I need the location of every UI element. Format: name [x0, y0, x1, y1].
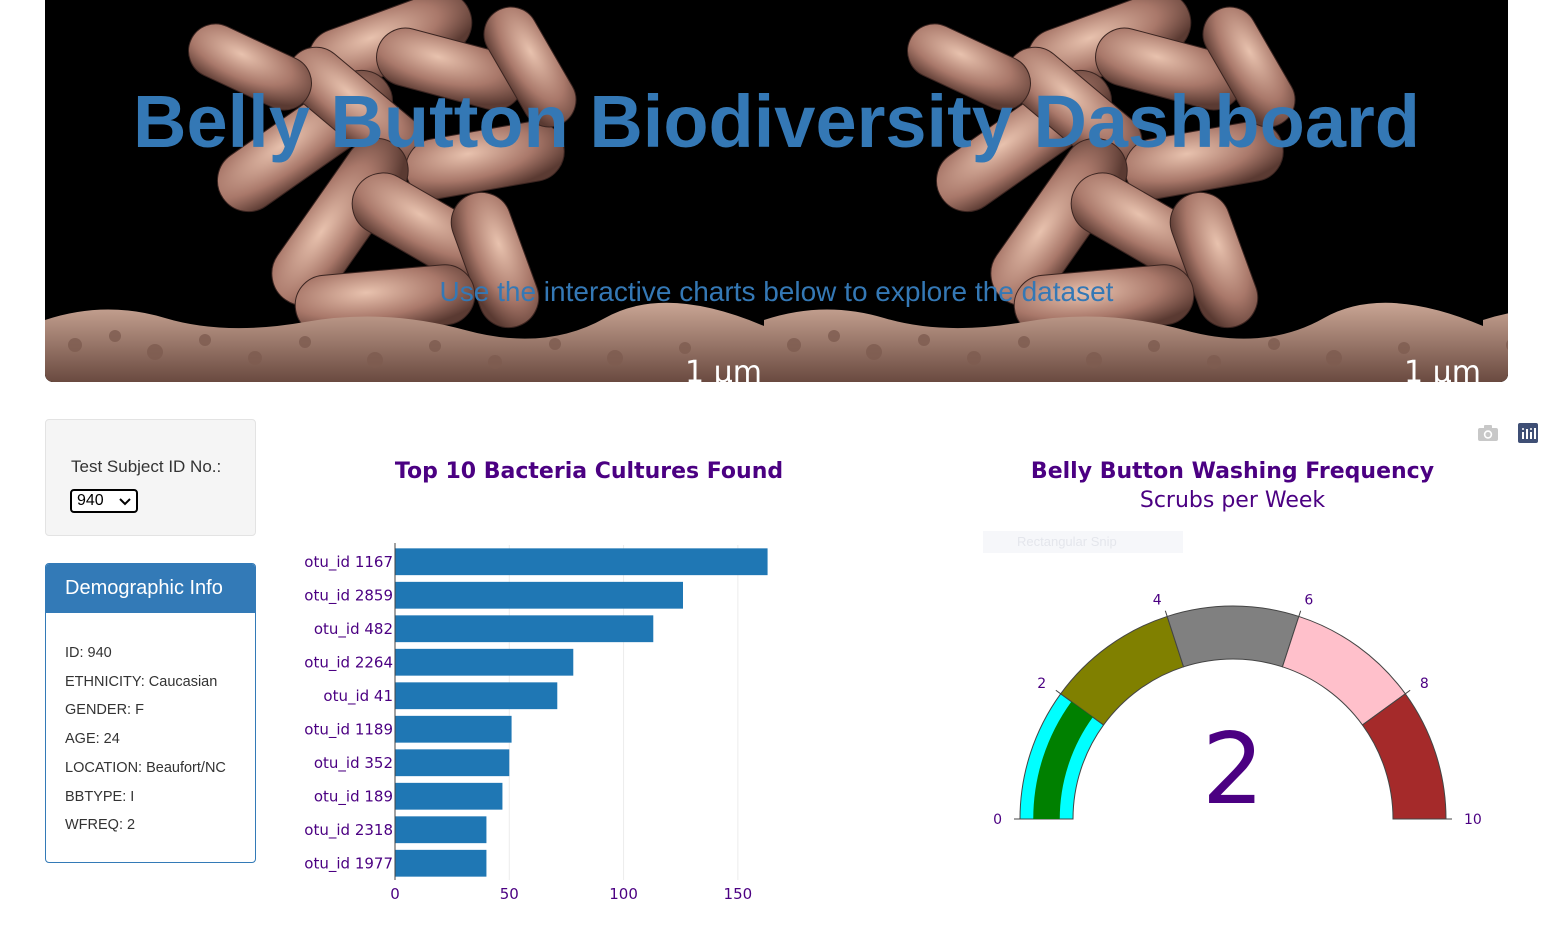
gauge-tick	[1405, 689, 1411, 695]
bacteria-background-image: 1 μm 1 μm	[45, 0, 1508, 382]
bar-otu_id-2318[interactable]	[395, 816, 487, 844]
demographic-row-id: ID: 940	[65, 645, 112, 661]
bar-chart-title: Top 10 Bacteria Cultures Found	[394, 459, 784, 484]
bar-x-tick-label: 100	[609, 885, 638, 903]
demographic-row-ethnicity: ETHNICITY: Caucasian	[65, 673, 218, 690]
gauge-tick	[1164, 610, 1168, 617]
page-title: Belly Button Biodiversity Dashboard	[133, 80, 1420, 163]
bar-category-label: otu_id 2859	[304, 586, 393, 605]
bar-x-tick-label: 50	[500, 885, 519, 903]
subject-id-label: Test Subject ID No.:	[71, 457, 222, 476]
bar-chart: otu_id 1167 otu_id 2859 otu_id 482 otu_id 2…	[304, 543, 768, 903]
gauge-chart-title: Belly Button Washing Frequency	[1030, 459, 1435, 484]
gauge-value-number: 2	[1202, 713, 1264, 827]
demographic-row-location: LOCATION: Beaufort/NC	[65, 759, 226, 776]
gauge-chart: 0 2 4 6 8 10 2	[993, 592, 1482, 828]
bar-otu_id-352[interactable]	[395, 749, 510, 777]
bar-otu_id-2264[interactable]	[395, 648, 574, 676]
camera-icon[interactable]	[1477, 423, 1499, 448]
gauge-tick-label: 0	[993, 812, 1002, 828]
bar-x-tick-label: 0	[390, 885, 400, 903]
bar-category-label: otu_id 1977	[304, 854, 393, 873]
chevron-down-icon	[118, 491, 132, 514]
demographic-info-panel: Demographic Info ID: 940 ETHNICITY: Cauc…	[45, 563, 256, 863]
bar-category-label: otu_id 352	[314, 754, 393, 773]
subject-id-selected-value: 940	[77, 492, 104, 509]
bar-category-label: otu_id 189	[314, 787, 393, 806]
page-subtitle: Use the interactive charts below to expl…	[439, 276, 1114, 307]
gauge-tick-label: 6	[1304, 592, 1313, 608]
gauge-tick-label: 4	[1153, 592, 1162, 608]
bar-otu_id-189[interactable]	[395, 782, 503, 810]
scale-label-2: 1 μm	[1404, 355, 1481, 382]
bar-category-label: otu_id 482	[314, 620, 393, 639]
gauge-tick-label: 2	[1037, 676, 1046, 692]
bar-category-label: otu_id 1167	[304, 553, 393, 572]
demographic-row-age: AGE: 24	[65, 731, 120, 748]
faded-snip-overlay: Rectangular Snip	[983, 531, 1183, 553]
plotly-logo-icon[interactable]	[1518, 423, 1538, 448]
bar-category-label: otu_id 2318	[304, 821, 393, 840]
subject-id-select[interactable]: 940	[70, 489, 138, 513]
hero-banner: 1 μm 1 μm Belly Button Biodiversity Dash…	[45, 0, 1508, 382]
demographic-info-body: ID: 940 ETHNICITY: Caucasian GENDER: F A…	[46, 613, 255, 840]
demographic-info-heading: Demographic Info	[46, 564, 255, 613]
bar-otu_id-1189[interactable]	[395, 715, 512, 743]
demographic-row-gender: GENDER: F	[65, 702, 144, 719]
subject-selector-well: Test Subject ID No.: 940	[45, 419, 256, 536]
gauge-value-bar[interactable]	[1033, 701, 1093, 819]
gauge-step-2	[1166, 605, 1300, 668]
gauge-chart-subtitle: Scrubs per Week	[1139, 488, 1326, 513]
gauge-tick	[1298, 610, 1302, 617]
gauge-tick-label: 8	[1420, 676, 1429, 692]
bar-otu_id-2859[interactable]	[395, 581, 683, 609]
demographic-row-bbtype: BBTYPE: I	[65, 788, 135, 805]
bar-otu_id-1167[interactable]	[395, 548, 768, 576]
bar-otu_id-1977[interactable]	[395, 849, 487, 877]
gauge-tick-label: 10	[1464, 812, 1482, 828]
bar-x-tick-label: 150	[724, 885, 753, 903]
bar-category-label: otu_id 1189	[304, 720, 393, 739]
bar-otu_id-482[interactable]	[395, 615, 654, 643]
bar-category-label: otu_id 2264	[304, 653, 393, 672]
bar-category-label: otu_id 41	[323, 687, 393, 706]
demographic-row-wfreq: WFREQ: 2	[65, 817, 136, 834]
gauge-tick	[1055, 689, 1061, 695]
scale-label-1: 1 μm	[685, 355, 762, 382]
bar-otu_id-41[interactable]	[395, 682, 558, 710]
